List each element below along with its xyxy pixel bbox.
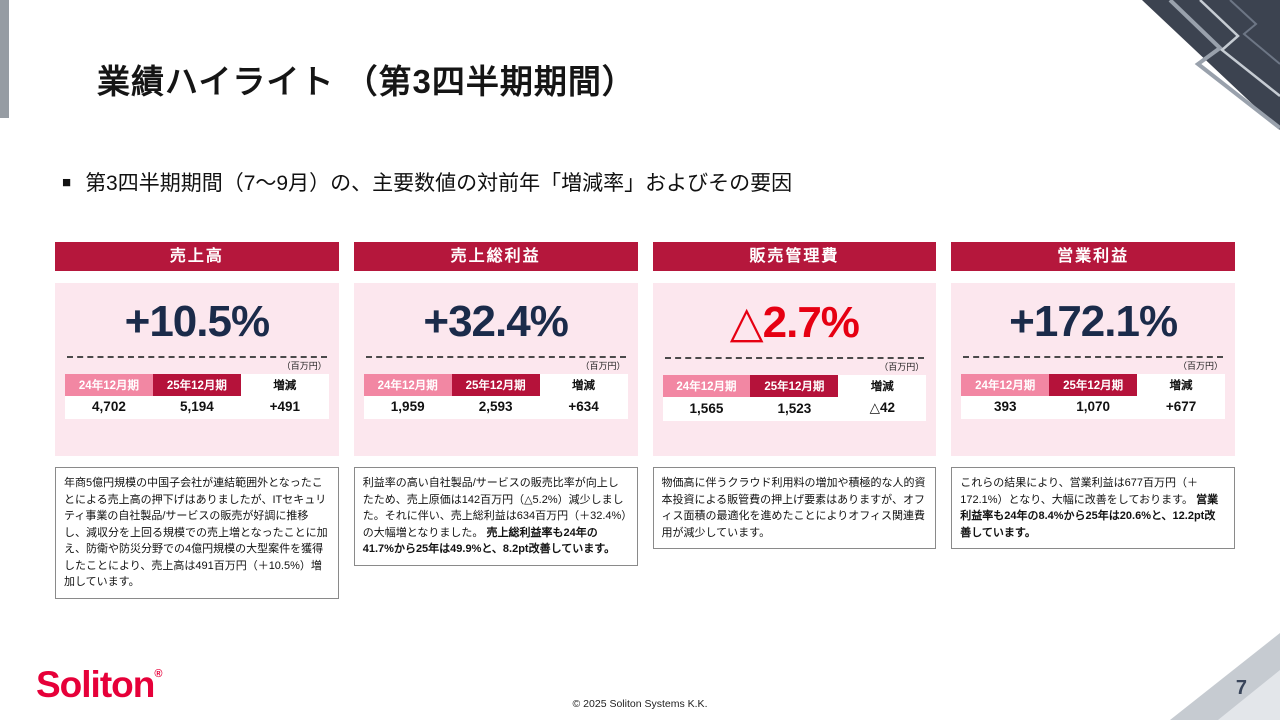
col-header-curr-year: 25年12月期 (152, 374, 241, 396)
unit-label: （百万円） (281, 361, 327, 371)
metric-panel: +10.5% （百万円） 24年12月期 25年12月期 増減 4,702 5,… (55, 283, 339, 456)
col-header-curr-year: 25年12月期 (750, 375, 839, 397)
metric-rate: +172.1% (1009, 297, 1178, 346)
metric-cards: 売上高 +10.5% （百万円） 24年12月期 25年12月期 増減 4,70… (55, 242, 1235, 599)
metric-card-operating-profit: 営業利益 +172.1% （百万円） 24年12月期 25年12月期 増減 39… (951, 242, 1235, 599)
col-header-diff: 増減 (539, 374, 628, 396)
metric-description: 物価高に伴うクラウド利用料の増加や積極的な人的資本投資による販管費の押上げ要素は… (652, 467, 937, 549)
value-diff: +634 (539, 396, 628, 419)
metric-table: 24年12月期 25年12月期 増減 393 1,070 +677 (961, 374, 1225, 419)
col-header-diff: 増減 (240, 374, 329, 396)
value-diff: △42 (838, 397, 927, 421)
metric-rate: +32.4% (423, 297, 568, 346)
col-header-prev-year: 24年12月期 (662, 375, 751, 397)
desc-text: 物価高に伴うクラウド利用料の増加や積極的な人的資本投資による販管費の押上げ要素は… (661, 477, 926, 539)
metric-panel: △2.7% （百万円） 24年12月期 25年12月期 増減 1,565 1,5… (652, 283, 937, 456)
col-header-diff: 増減 (1137, 374, 1225, 396)
metric-card-sales: 売上高 +10.5% （百万円） 24年12月期 25年12月期 増減 4,70… (55, 242, 339, 599)
col-header-prev-year: 24年12月期 (65, 374, 153, 396)
value-curr-year: 1,070 (1049, 396, 1138, 419)
metric-card-gross-profit: 売上総利益 +32.4% （百万円） 24年12月期 25年12月期 増減 1,… (353, 242, 638, 599)
col-header-curr-year: 25年12月期 (1049, 374, 1138, 396)
unit-label: （百万円） (580, 361, 626, 371)
metric-description: これらの結果により、営業利益は677百万円（＋172.1%）となり、大幅に改善を… (951, 467, 1235, 549)
registered-mark: ® (154, 668, 162, 680)
corner-decoration-bottom-right (1170, 633, 1280, 720)
metric-header: 売上総利益 (353, 242, 638, 271)
col-header-curr-year: 25年12月期 (451, 374, 540, 396)
metric-panel: +32.4% （百万円） 24年12月期 25年12月期 増減 1,959 2,… (353, 283, 638, 456)
section-heading-text: 第3四半期期間（7～9月）の、主要数値の対前年「増減率」およびその要因 (85, 172, 793, 195)
value-prev-year: 4,702 (65, 396, 153, 419)
value-prev-year: 1,959 (363, 396, 452, 419)
value-curr-year: 1,523 (750, 397, 839, 421)
dashed-divider (67, 356, 327, 358)
metric-header: 売上高 (55, 242, 339, 271)
unit-label: （百万円） (879, 362, 925, 372)
desc-bold-text: 営業利益率も24年の8.4%から25年は20.6%と、12.2pt改善しています… (960, 493, 1219, 539)
page-title: 業績ハイライト （第3四半期期間） (97, 63, 636, 100)
col-header-prev-year: 24年12月期 (363, 374, 452, 396)
col-header-diff: 増減 (838, 375, 927, 397)
corner-decoration-top-right (1142, 0, 1280, 130)
metric-rate: △2.7% (729, 298, 860, 347)
value-prev-year: 393 (961, 396, 1050, 419)
desc-text: 年商5億円規模の中国子会社が連結範囲外となったことによる売上高の押下げはありまし… (64, 477, 328, 588)
metric-description: 利益率の高い自社製品/サービスの販売比率が向上したため、売上原価は142百万円（… (353, 467, 638, 566)
metric-header: 営業利益 (951, 242, 1235, 271)
left-edge-decoration (0, 0, 9, 118)
dashed-divider (664, 357, 925, 359)
value-curr-year: 5,194 (152, 396, 241, 419)
metric-table: 24年12月期 25年12月期 増減 4,702 5,194 +491 (65, 374, 329, 419)
soliton-logo: Soliton® (36, 664, 163, 706)
desc-bold-text: 売上総利益率も24年の41.7%から25年は49.9%と、8.2pt改善していま… (362, 526, 616, 556)
metric-panel: +172.1% （百万円） 24年12月期 25年12月期 増減 393 1,0… (951, 283, 1235, 456)
metric-table: 24年12月期 25年12月期 増減 1,565 1,523 △42 (662, 375, 927, 421)
metric-table: 24年12月期 25年12月期 増減 1,959 2,593 +634 (363, 374, 628, 419)
value-prev-year: 1,565 (662, 397, 751, 421)
metric-rate: +10.5% (124, 297, 270, 346)
logo-text: Soliton (36, 664, 155, 705)
dashed-divider (963, 356, 1223, 358)
section-heading: ■ 第3四半期期間（7～9月）の、主要数値の対前年「増減率」およびその要因 (62, 167, 792, 197)
bullet-square-icon: ■ (62, 173, 72, 191)
metric-header: 販売管理費 (652, 242, 937, 271)
page-number: 7 (1235, 677, 1247, 699)
copyright-text: © 2025 Soliton Systems K.K. (572, 698, 708, 710)
unit-label: （百万円） (1177, 361, 1223, 371)
value-curr-year: 2,593 (451, 396, 540, 419)
desc-text: 利益率の高い自社製品/サービスの販売比率が向上したため、売上原価は142百万円（… (362, 477, 627, 539)
desc-text: これらの結果により、営業利益は677百万円（＋172.1%）となり、大幅に改善を… (960, 477, 1198, 506)
dashed-divider (365, 356, 626, 358)
metric-description: 年商5億円規模の中国子会社が連結範囲外となったことによる売上高の押下げはありまし… (55, 467, 339, 599)
col-header-prev-year: 24年12月期 (961, 374, 1050, 396)
metric-card-sga-expenses: 販売管理費 △2.7% （百万円） 24年12月期 25年12月期 増減 1,5… (652, 242, 937, 599)
value-diff: +491 (240, 396, 329, 419)
value-diff: +677 (1137, 396, 1225, 419)
